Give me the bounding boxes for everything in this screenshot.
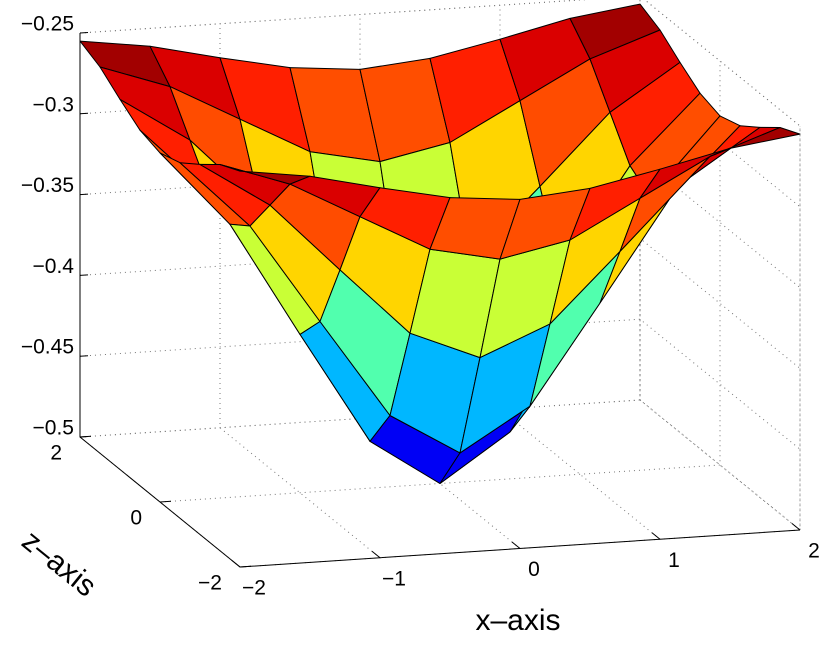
y-grid-line: [239, 126, 801, 568]
x-tick-label: 0: [528, 558, 540, 581]
box-edge: [79, 0, 801, 530]
z-tick-label: −0.4: [33, 255, 75, 278]
z-tick: [79, 112, 89, 115]
z-tick: [79, 355, 89, 357]
y-tick-label: 0: [130, 507, 142, 530]
z-tick-label: −0.45: [21, 336, 74, 359]
z-tick: [79, 274, 89, 276]
x-tick-label: −1: [382, 567, 406, 590]
x-tick: [651, 532, 661, 540]
y-tick: [239, 565, 252, 568]
surface-patch: [709, 127, 801, 157]
y-axis-label: z–axis: [16, 524, 103, 603]
z-tick-label: −0.35: [21, 174, 74, 197]
x-tick-label: −2: [242, 577, 266, 600]
axes: −0.5 −0.45 −0.4 −0.35 −0.3 −0.25 −2 −1 0 1 2 −2 0 2: [21, 13, 820, 600]
x-axis-label: x–axis: [475, 604, 560, 637]
y-grid-line: [159, 61, 721, 503]
x-tick: [791, 523, 801, 531]
y-tick: [159, 500, 172, 503]
y-tick-label: −2: [198, 572, 222, 595]
z-tick: [79, 193, 89, 196]
x-tick: [371, 550, 381, 559]
x-tick: [511, 541, 521, 549]
x-tick-label: 1: [668, 549, 680, 572]
y-tick: [79, 435, 92, 438]
z-tick: [79, 32, 89, 34]
z-tick-label: −0.3: [33, 93, 74, 116]
x-tick-label: 2: [808, 540, 820, 563]
z-tick-label: −0.25: [21, 13, 74, 36]
z-tick-label: −0.5: [33, 417, 74, 440]
x-tick: [231, 560, 241, 568]
surface: [79, 3, 801, 484]
y-tick-label: 2: [50, 442, 62, 465]
